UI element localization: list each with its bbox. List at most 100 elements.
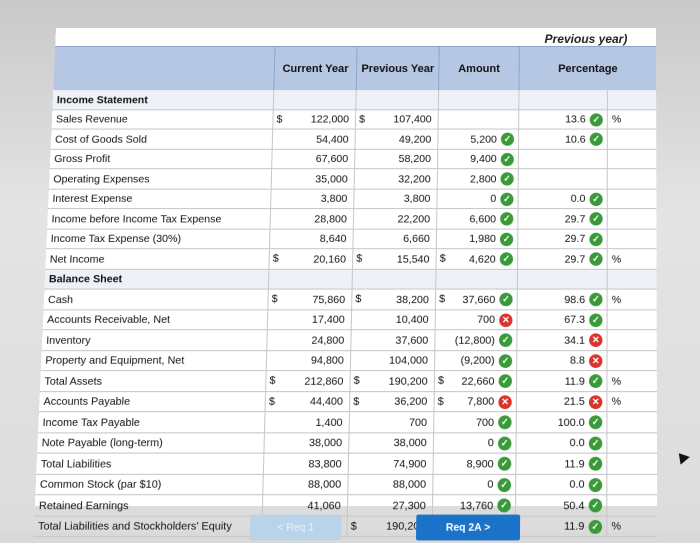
row-label: Income Tax Expense (30%) xyxy=(50,232,182,246)
percentage-input[interactable]: 13.6 ✓ xyxy=(518,109,607,130)
percentage-input[interactable]: 11.9 ✓ xyxy=(515,453,607,474)
amount-input[interactable]: $22,660✓ xyxy=(433,371,517,392)
amount-input[interactable]: 5,200 ✓ xyxy=(437,129,519,149)
amount-input-value[interactable]: 8,900 xyxy=(466,457,494,471)
previous-year-cell: $190,200 xyxy=(349,371,435,392)
percentage-input-value[interactable]: 0.0 xyxy=(569,478,585,491)
amount-input-value[interactable]: (9,200) xyxy=(460,354,495,367)
amount-input-value[interactable]: 2,800 xyxy=(469,172,497,186)
previous-year-cell: 88,000 xyxy=(347,474,433,495)
amount-input-value[interactable]: 1,980 xyxy=(469,232,496,246)
percentage-input[interactable]: 100.0 ✓ xyxy=(515,412,607,433)
percentage-input[interactable]: 98.6 ✓ xyxy=(516,289,607,310)
previous-year-cell: 74,900 xyxy=(347,453,433,474)
percentage-input[interactable]: 11.9 ✓ xyxy=(515,371,607,392)
amount-input[interactable]: (12,800) ✓ xyxy=(434,330,517,351)
amount-input[interactable]: 0 ✓ xyxy=(436,189,518,209)
current-year-cell: $75,860 xyxy=(267,289,352,310)
previous-requirement-button[interactable]: < Req 1 xyxy=(249,514,342,541)
amount-input[interactable]: $7,800 ✕ xyxy=(433,391,516,412)
amount-input-value[interactable]: 6,600 xyxy=(469,212,497,225)
amount-input[interactable]: 700 ✓ xyxy=(433,412,516,433)
header-amount: Amount xyxy=(438,46,519,92)
percentage-input-value[interactable]: 67.3 xyxy=(564,313,586,327)
previous-year-cell: 38,000 xyxy=(348,432,434,454)
amount-input[interactable] xyxy=(437,109,519,130)
percentage-input[interactable]: 50.4 ✓ xyxy=(514,495,607,516)
percentage-input-value[interactable]: 11.9 xyxy=(564,374,585,388)
percent-sign: % xyxy=(606,391,657,412)
current-year-cell: 83,800 xyxy=(262,453,349,474)
amount-input[interactable]: 0 ✓ xyxy=(432,432,516,454)
percentage-input[interactable] xyxy=(517,149,607,169)
percentage-input-value[interactable]: 8.8 xyxy=(569,354,585,367)
amount-input-value[interactable]: (12,800) xyxy=(454,333,495,347)
percentage-input[interactable]: 29.7 ✓ xyxy=(517,209,607,229)
table-row: Note Payable (long-term) 38,000 38,000 0 ✓ 0.… xyxy=(37,432,657,454)
amount-input-value[interactable]: 22,660 xyxy=(461,374,495,388)
row-label: Balance Sheet xyxy=(48,272,123,286)
header-current-year: Current Year xyxy=(273,46,357,92)
table-row: Income before Income Tax Expense 28,800 22… xyxy=(47,209,657,230)
percentage-input-value[interactable]: 0.0 xyxy=(569,436,585,450)
percentage-input-value[interactable]: 34.1 xyxy=(564,333,586,347)
percentage-input[interactable]: 34.1 ✕ xyxy=(516,330,607,351)
percentage-input-value[interactable]: 29.7 xyxy=(564,212,586,225)
amount-input-value[interactable]: 4,620 xyxy=(468,252,496,266)
amount-input[interactable]: 2,800 ✓ xyxy=(436,169,518,189)
amount-input[interactable]: (9,200) ✓ xyxy=(434,350,517,371)
next-requirement-button[interactable]: Req 2A > xyxy=(415,514,521,541)
amount-input[interactable]: 1,980 ✓ xyxy=(435,229,518,249)
row-label: Income Statement xyxy=(56,93,149,106)
percentage-input-value[interactable]: 21.5 xyxy=(563,395,585,408)
amount-input[interactable]: 6,600 ✓ xyxy=(436,209,518,229)
percentage-input-value[interactable]: 10.6 xyxy=(565,133,586,146)
amount-input-value[interactable]: 7,800 xyxy=(467,395,495,408)
percentage-input-value[interactable]: 29.7 xyxy=(564,252,586,266)
percentage-input-value[interactable]: 11.9 xyxy=(564,457,585,471)
previous-year-cell: 6,660 xyxy=(352,229,437,249)
correct-check-icon: ✓ xyxy=(499,252,514,266)
previous-year-cell: 37,600 xyxy=(350,330,435,351)
row-label: Income before Income Tax Expense xyxy=(51,212,222,225)
amount-input[interactable]: 8,900 ✓ xyxy=(432,453,516,474)
amount-input-value[interactable]: 9,400 xyxy=(470,152,497,166)
percentage-input[interactable]: 8.8 ✕ xyxy=(516,350,607,371)
percentage-input-value[interactable]: 13.6 xyxy=(565,113,586,126)
percentage-input-value[interactable]: 0.0 xyxy=(570,192,586,205)
amount-input[interactable]: 13,760 ✓ xyxy=(431,495,516,516)
percentage-input[interactable]: 0.0 ✓ xyxy=(515,432,607,454)
percentage-input[interactable]: 0.0 ✓ xyxy=(517,189,607,209)
amount-input[interactable]: $37,660 ✓ xyxy=(434,289,517,310)
amount-input-value[interactable]: 5,200 xyxy=(470,133,497,146)
amount-input-value[interactable]: 0 xyxy=(490,192,497,205)
percentage-input-value[interactable]: 11.9 xyxy=(563,519,585,533)
amount-input-value[interactable]: 700 xyxy=(475,415,495,429)
amount-input[interactable]: 700 ✕ xyxy=(434,309,517,330)
percentage-input[interactable]: 0.0 ✓ xyxy=(515,474,607,495)
percentage-input[interactable]: 67.3 ✓ xyxy=(516,309,607,330)
percentage-input[interactable]: 21.5 ✕ xyxy=(515,391,607,412)
percentage-input-value[interactable]: 98.6 xyxy=(564,293,586,306)
percentage-input-value[interactable]: 100.0 xyxy=(557,415,585,429)
currency-symbol: $ xyxy=(439,292,446,306)
percent-sign xyxy=(606,330,657,351)
amount-input-value[interactable]: 0 xyxy=(487,436,494,450)
percentage-input[interactable]: 10.6 ✓ xyxy=(517,129,607,149)
percentage-input-value[interactable]: 29.7 xyxy=(564,232,586,246)
row-label: Retained Earnings xyxy=(38,499,129,512)
amount-input-value[interactable]: 13,760 xyxy=(459,499,494,512)
incorrect-x-icon: ✕ xyxy=(499,312,513,327)
percentage-input[interactable]: 29.7 ✓ xyxy=(516,249,607,269)
amount-input[interactable]: $4,620 ✓ xyxy=(435,249,518,269)
amount-input[interactable]: 9,400 ✓ xyxy=(436,149,518,169)
correct-check-icon: ✓ xyxy=(588,415,603,430)
amount-input[interactable]: 0 ✓ xyxy=(432,474,516,495)
percentage-input-value[interactable]: 50.4 xyxy=(563,499,585,512)
percentage-input[interactable]: 29.7 ✓ xyxy=(517,229,607,249)
amount-input-value[interactable]: 37,660 xyxy=(462,293,496,306)
amount-input-value[interactable]: 0 xyxy=(487,478,494,491)
amount-input-value[interactable]: 700 xyxy=(477,313,496,327)
percentage-input[interactable] xyxy=(517,169,607,189)
current-year-cell: 1,400 xyxy=(263,412,349,433)
